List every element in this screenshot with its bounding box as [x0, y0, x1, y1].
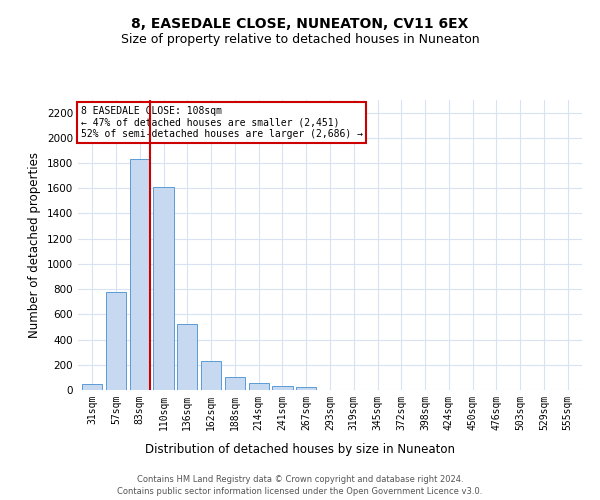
Bar: [201, 361, 221, 390]
Bar: [272, 386, 293, 390]
Bar: [248, 383, 269, 390]
Bar: [82, 384, 103, 390]
Text: Distribution of detached houses by size in Nuneaton: Distribution of detached houses by size …: [145, 442, 455, 456]
Bar: [130, 160, 150, 390]
Text: Contains public sector information licensed under the Open Government Licence v3: Contains public sector information licen…: [118, 488, 482, 496]
Text: 8, EASEDALE CLOSE, NUNEATON, CV11 6EX: 8, EASEDALE CLOSE, NUNEATON, CV11 6EX: [131, 18, 469, 32]
Bar: [296, 388, 316, 390]
Text: 8 EASEDALE CLOSE: 108sqm
← 47% of detached houses are smaller (2,451)
52% of sem: 8 EASEDALE CLOSE: 108sqm ← 47% of detach…: [80, 106, 362, 139]
Bar: [154, 187, 173, 390]
Bar: [106, 292, 126, 390]
Text: Contains HM Land Registry data © Crown copyright and database right 2024.: Contains HM Land Registry data © Crown c…: [137, 475, 463, 484]
Y-axis label: Number of detached properties: Number of detached properties: [28, 152, 41, 338]
Text: Size of property relative to detached houses in Nuneaton: Size of property relative to detached ho…: [121, 32, 479, 46]
Bar: [177, 324, 197, 390]
Bar: [225, 377, 245, 390]
